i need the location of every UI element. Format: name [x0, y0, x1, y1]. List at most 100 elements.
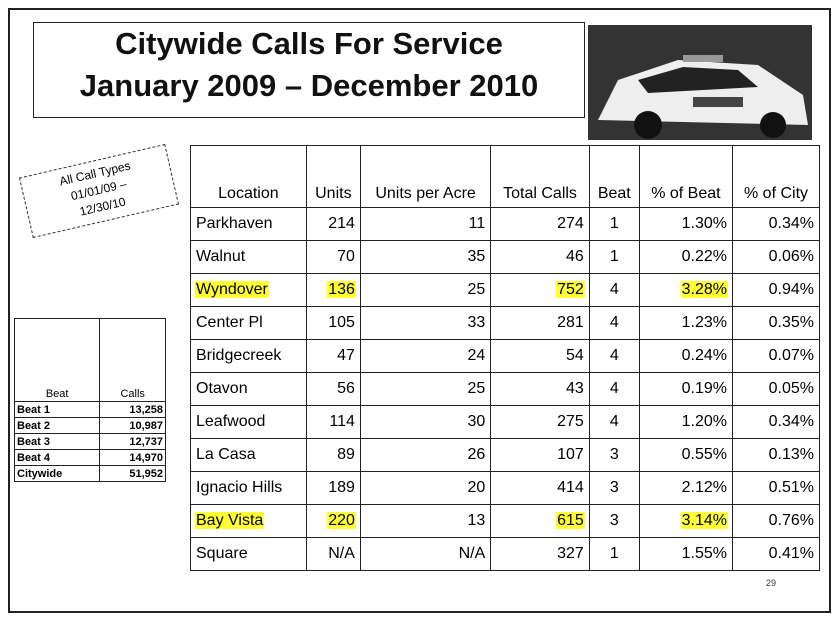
cell: 1.20%: [638, 405, 734, 439]
cell: 1.23%: [638, 306, 734, 340]
cell-text: 0.07%: [768, 347, 814, 364]
title-line: January 2009 – December 2010: [79, 68, 539, 103]
page-number: 29: [766, 578, 777, 588]
cell-text: Bay Vista: [195, 512, 265, 529]
cell-text: 107: [557, 446, 584, 463]
cell-text: 51,952: [129, 467, 163, 480]
cell-text: 20: [467, 479, 486, 496]
cell-text: Leafwood: [196, 413, 266, 430]
cell: 220: [305, 504, 361, 538]
cell: Bridgecreek: [190, 339, 307, 373]
cell-text: 13: [467, 512, 486, 529]
cell-text: 274: [557, 215, 584, 232]
cell-text: 1: [609, 215, 619, 232]
cell-text: 10,987: [129, 419, 163, 432]
cell: 1.55%: [638, 537, 734, 571]
title-box: Citywide Calls For Service January 2009 …: [33, 22, 585, 118]
cell-text: 24: [467, 347, 486, 364]
cell: 54: [490, 339, 590, 373]
cell-text: Citywide: [17, 467, 63, 480]
row: Beat 2 10,987: [13, 417, 166, 434]
cell-text: 281: [557, 314, 584, 331]
cell: 14,970: [99, 449, 166, 466]
row: Beat 1 13,258: [13, 401, 166, 418]
row: Beat 3 12,737: [13, 433, 166, 450]
header-row: Beat Calls: [13, 318, 166, 402]
cell: 51,952: [99, 465, 166, 482]
cell: 752: [490, 273, 590, 307]
row: Walnut 70 35 46 1 0.22% 0.06%: [190, 240, 820, 274]
cell: 615: [490, 504, 590, 538]
cell: 47: [305, 339, 361, 373]
cell: 10,987: [99, 417, 166, 434]
cell: 274: [490, 207, 590, 241]
cell: Bay Vista: [190, 504, 307, 538]
cell-text: 26: [467, 446, 486, 463]
cell-text: 0.34%: [768, 215, 814, 232]
column-header: Calls: [99, 318, 166, 402]
column-header: % of Beat: [638, 145, 734, 208]
cell-text: 752: [556, 281, 585, 298]
cell: 4: [588, 273, 640, 307]
cell: 3.14%: [638, 504, 734, 538]
cell: 24: [359, 339, 492, 373]
cell-text: 414: [557, 479, 584, 496]
cell: 33: [359, 306, 492, 340]
cell: 20: [359, 471, 492, 505]
cell: 414: [490, 471, 590, 505]
cell-text: 214: [328, 215, 355, 232]
cell: 0.07%: [732, 339, 820, 373]
row: Leafwood 114 30 275 4 1.20% 0.34%: [190, 405, 820, 439]
cell-text: Walnut: [196, 248, 246, 265]
cell: 0.41%: [732, 537, 820, 571]
cell-text: Beat 2: [17, 419, 51, 432]
cell-text: 4: [609, 380, 619, 397]
cell: 4: [588, 306, 640, 340]
cell-text: 0.35%: [768, 314, 814, 331]
cell-text: 3: [609, 512, 619, 529]
cell: Wyndover: [190, 273, 307, 307]
row: Wyndover 136 25 752 4 3.28% 0.94%: [190, 273, 820, 307]
cell: Beat 1: [13, 401, 101, 418]
cell-text: 25: [467, 380, 486, 397]
cell: 4: [588, 372, 640, 406]
cell: 1: [588, 240, 640, 274]
cell-text: 11: [468, 215, 486, 232]
cell-text: 70: [337, 248, 355, 265]
cell: 1: [588, 537, 640, 571]
cell-text: 1: [609, 545, 619, 562]
cell: 105: [305, 306, 361, 340]
cell: 0.13%: [732, 438, 820, 472]
row: Square N/A N/A 327 1 1.55% 0.41%: [190, 537, 820, 571]
cell: 136: [305, 273, 361, 307]
cell: Walnut: [190, 240, 307, 274]
cell: 26: [359, 438, 492, 472]
cell: 275: [490, 405, 590, 439]
cell-text: 4: [609, 347, 619, 364]
cell-text: N/A: [458, 545, 486, 562]
row: Ignacio Hills 189 20 414 3 2.12% 0.51%: [190, 471, 820, 505]
cell-text: 0.06%: [768, 248, 814, 265]
cell: 0.55%: [638, 438, 734, 472]
cell: 25: [359, 372, 492, 406]
cell: 107: [490, 438, 590, 472]
cell-text: Beat 4: [17, 451, 51, 464]
cell-text: 0.05%: [768, 380, 814, 397]
title-line: Citywide Calls For Service: [115, 26, 503, 61]
cell: 11: [359, 207, 492, 241]
cell: Ignacio Hills: [190, 471, 307, 505]
cell-text: 275: [557, 413, 584, 430]
cell-text: 615: [556, 512, 585, 529]
cell-text: 1.20%: [681, 413, 728, 430]
cell: La Casa: [190, 438, 307, 472]
column-header: Total Calls: [490, 145, 590, 208]
cell-text: 46: [566, 248, 584, 265]
cell-text: 33: [467, 314, 486, 331]
cell: 30: [359, 405, 492, 439]
cell-text: 4: [609, 413, 619, 430]
column-header: Location: [190, 145, 307, 208]
cell-text: 2.12%: [681, 479, 728, 496]
cell: 114: [305, 405, 361, 439]
cell: 3: [588, 504, 640, 538]
cell-text: 30: [467, 413, 486, 430]
